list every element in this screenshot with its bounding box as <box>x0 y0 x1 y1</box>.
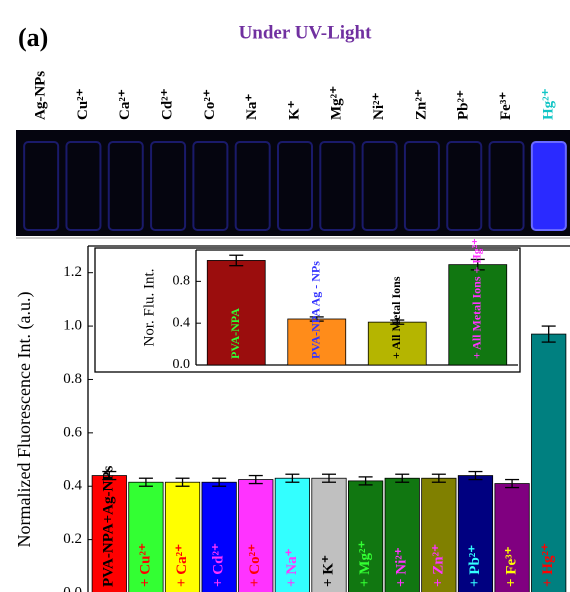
uv-photo <box>16 130 570 236</box>
figure: (a) Under UV-Light Ag-NPs Cu²⁺ Ca²⁺ Cd²⁺ Co²… <box>0 0 570 592</box>
bar-label: + Cd²⁺ <box>211 543 227 587</box>
sample-label: Hg²⁺ <box>540 88 556 120</box>
sample-label: Ni²⁺ <box>371 93 387 120</box>
bar-label: + Ca²⁺ <box>174 544 190 587</box>
bar-label: + Hg²⁺ <box>540 543 556 587</box>
bar-label: + Fe³⁺ <box>504 546 520 587</box>
y-tick-label: 0.4 <box>173 315 191 330</box>
y-tick-label: 0.0 <box>63 584 82 592</box>
cuvette <box>532 142 566 230</box>
sample-label: K⁺ <box>286 100 302 120</box>
y-tick-label: 0.4 <box>63 478 82 494</box>
sample-label: Pb²⁺ <box>456 90 472 120</box>
y-tick-label: 1.2 <box>63 264 82 280</box>
y-tick-label: 0.8 <box>63 371 82 387</box>
bar-label: + Ni²⁺ <box>394 547 410 587</box>
y-tick-label: 0.6 <box>63 424 82 440</box>
panel-label: (a) <box>18 23 48 52</box>
y-tick-label: 0.8 <box>173 274 191 289</box>
y-axis-label: Nor. Flu. Int. <box>141 269 157 347</box>
bar-label: PVA-NPA <box>228 308 242 359</box>
bar-label: PVA-NPA+Ag-NPs <box>101 466 117 587</box>
sample-label: Cd²⁺ <box>160 88 176 120</box>
bar-label: + Zn²⁺ <box>430 544 446 587</box>
sample-label: Mg²⁺ <box>329 86 345 120</box>
y-tick-label: 0.2 <box>63 531 82 547</box>
bar-label: + Mg²⁺ <box>357 541 373 587</box>
bar-label: PVA-NPA Ag - NPs <box>309 261 323 359</box>
sample-label: Ca²⁺ <box>117 89 133 120</box>
bar-label: + Pb²⁺ <box>467 545 483 587</box>
bar-label: + Na⁺ <box>284 548 300 587</box>
y-tick-label: 0.0 <box>173 357 191 372</box>
sample-label: Na⁺ <box>244 94 260 120</box>
sample-label: Fe³⁺ <box>498 92 514 120</box>
bar-label: + Cu²⁺ <box>137 543 153 587</box>
sample-label: Zn²⁺ <box>413 89 429 120</box>
panel-title: Under UV-Light <box>239 22 373 43</box>
sample-label: Co²⁺ <box>202 89 218 120</box>
bar-label: + K⁺ <box>320 555 336 587</box>
bar-label: + All Metal Ions + Hg²⁺ <box>470 238 484 359</box>
sample-label: Ag-NPs <box>33 71 49 120</box>
y-axis-label: Normalized Fluorescence Int. (a.u.) <box>14 292 35 548</box>
y-tick-label: 1.0 <box>63 318 82 334</box>
bar-label: + All Metal Ions <box>389 276 403 359</box>
bar-label: + Co²⁺ <box>247 544 263 587</box>
sample-label: Cu²⁺ <box>75 88 91 120</box>
